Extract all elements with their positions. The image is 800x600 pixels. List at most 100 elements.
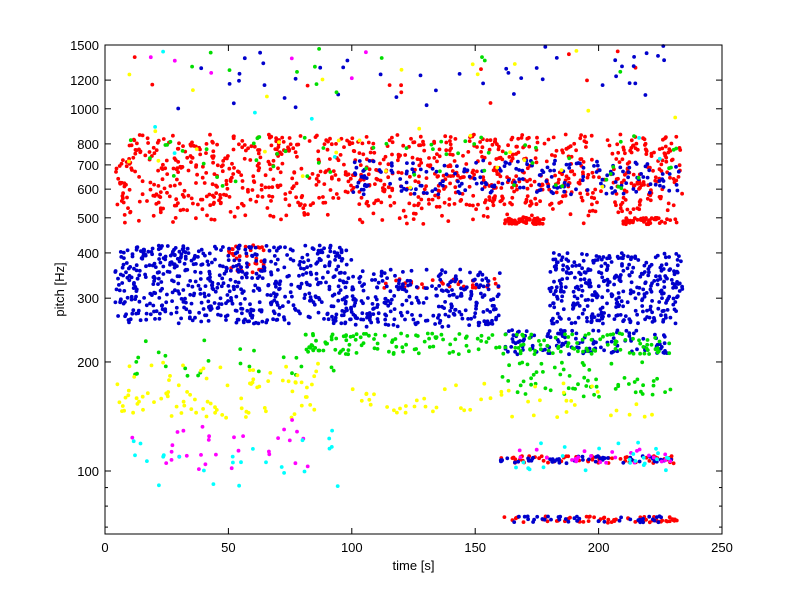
data-point-blue bbox=[288, 257, 293, 261]
data-point-red bbox=[231, 147, 236, 152]
data-point-red bbox=[121, 191, 125, 196]
data-point-blue bbox=[276, 268, 280, 272]
data-point-blue bbox=[186, 251, 191, 256]
data-point-green bbox=[530, 161, 535, 165]
data-point-red bbox=[416, 203, 420, 208]
data-point-blue bbox=[364, 184, 369, 189]
data-point-blue bbox=[239, 306, 244, 311]
data-point-red bbox=[325, 147, 330, 152]
data-point-blue bbox=[225, 293, 230, 297]
data-point-cyan bbox=[631, 452, 636, 456]
data-point-red bbox=[195, 172, 200, 177]
data-point-yellow bbox=[395, 410, 399, 415]
data-point-blue bbox=[174, 305, 179, 310]
data-point-blue bbox=[610, 191, 615, 195]
data-point-red bbox=[488, 161, 492, 166]
data-point-yellow bbox=[280, 378, 285, 383]
data-point-blue bbox=[376, 311, 381, 316]
data-point-blue bbox=[169, 260, 174, 264]
data-point-blue bbox=[671, 296, 676, 301]
data-point-red bbox=[280, 161, 285, 166]
data-point-red bbox=[231, 136, 236, 141]
data-point-blue bbox=[554, 263, 558, 268]
data-point-green bbox=[438, 169, 442, 174]
data-point-blue bbox=[497, 271, 502, 275]
data-point-blue bbox=[415, 320, 420, 325]
data-point-red bbox=[407, 201, 412, 206]
data-point-blue bbox=[326, 317, 331, 322]
data-point-green bbox=[480, 55, 484, 59]
data-point-blue bbox=[177, 259, 182, 264]
data-point-blue bbox=[400, 302, 405, 307]
data-point-yellow bbox=[412, 404, 417, 409]
data-point-blue bbox=[416, 298, 420, 303]
data-point-yellow bbox=[134, 396, 139, 401]
data-point-green bbox=[339, 349, 343, 354]
data-point-green bbox=[254, 158, 259, 163]
data-point-green bbox=[334, 336, 339, 341]
data-point-blue bbox=[488, 310, 493, 314]
data-point-blue bbox=[234, 309, 239, 313]
data-point-blue bbox=[514, 166, 519, 171]
data-point-blue bbox=[350, 294, 355, 298]
data-point-blue bbox=[375, 317, 380, 321]
data-point-blue bbox=[610, 293, 615, 298]
data-point-green bbox=[431, 147, 435, 152]
data-point-red bbox=[464, 202, 469, 207]
data-point-blue bbox=[362, 282, 366, 286]
data-point-red bbox=[348, 176, 353, 181]
data-point-red bbox=[200, 207, 205, 212]
data-point-red bbox=[483, 200, 487, 205]
data-point-blue bbox=[277, 287, 281, 292]
data-point-red bbox=[485, 206, 490, 211]
data-point-red bbox=[436, 195, 441, 200]
data-point-blue bbox=[138, 318, 143, 323]
data-point-green bbox=[168, 139, 173, 144]
data-point-red bbox=[147, 150, 152, 154]
data-point-yellow bbox=[642, 414, 647, 419]
data-point-magenta bbox=[170, 443, 175, 448]
data-point-red bbox=[665, 208, 670, 213]
data-point-yellow bbox=[174, 404, 179, 409]
data-point-blue bbox=[552, 279, 556, 284]
data-point-red bbox=[467, 203, 472, 208]
x-tick-label: 150 bbox=[464, 540, 486, 555]
data-point-blue bbox=[144, 264, 148, 269]
data-point-green bbox=[431, 344, 436, 349]
data-point-blue bbox=[629, 255, 634, 260]
data-point-red bbox=[487, 198, 492, 203]
data-point-magenta bbox=[203, 462, 208, 467]
data-point-cyan bbox=[153, 125, 158, 129]
data-point-green bbox=[617, 331, 622, 336]
data-point-blue bbox=[512, 92, 516, 96]
data-point-red bbox=[318, 169, 323, 174]
data-point-yellow bbox=[194, 410, 199, 415]
data-point-blue bbox=[293, 105, 298, 110]
data-point-blue bbox=[121, 250, 126, 255]
data-point-red bbox=[390, 152, 394, 157]
data-point-blue bbox=[655, 282, 660, 287]
data-point-red bbox=[427, 202, 431, 206]
data-point-blue bbox=[675, 263, 680, 268]
data-point-red bbox=[300, 194, 305, 198]
data-point-red bbox=[506, 143, 510, 148]
data-point-blue bbox=[137, 299, 142, 304]
data-point-blue bbox=[472, 176, 477, 181]
data-point-yellow bbox=[499, 393, 504, 397]
data-point-yellow bbox=[368, 402, 373, 407]
data-point-green bbox=[238, 347, 243, 351]
data-point-green bbox=[290, 371, 294, 376]
data-point-red bbox=[540, 183, 545, 187]
data-point-blue bbox=[596, 313, 601, 318]
data-point-green bbox=[148, 156, 152, 161]
data-point-blue bbox=[210, 283, 214, 288]
data-point-blue bbox=[517, 168, 521, 172]
data-point-blue bbox=[626, 170, 631, 175]
data-point-blue bbox=[238, 302, 243, 306]
data-point-blue bbox=[614, 297, 619, 302]
data-point-red bbox=[386, 162, 391, 167]
data-point-cyan bbox=[309, 116, 314, 121]
data-point-blue bbox=[622, 318, 626, 322]
data-point-red bbox=[189, 160, 193, 165]
data-point-green bbox=[558, 349, 563, 354]
